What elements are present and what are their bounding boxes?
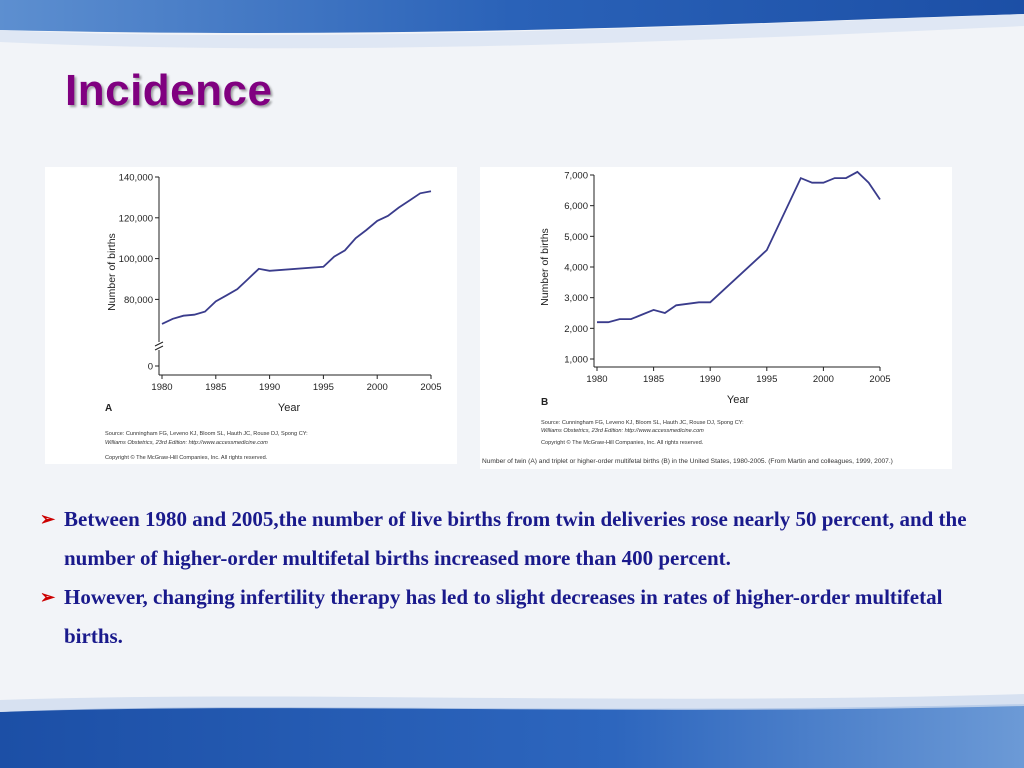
y-tick-label: 6,000 xyxy=(564,201,588,212)
chart-b-copyright: Copyright © The McGraw-Hill Companies, I… xyxy=(541,439,704,446)
y-tick-label: 2,000 xyxy=(564,324,588,335)
chart-a-axes xyxy=(158,177,431,376)
chart-a-series-line xyxy=(161,190,432,325)
y-tick-label: 4,000 xyxy=(564,263,588,274)
x-tick-label: 2005 xyxy=(869,374,890,385)
x-tick-label: 1990 xyxy=(259,382,280,393)
x-tick-label: 2000 xyxy=(813,374,834,385)
y-tick-label: 1,000 xyxy=(564,355,588,366)
chart-panel-a: 1980 1985 1990 1995 2000 2005 0 80,000 100,000 12… xyxy=(45,167,457,464)
x-tick-label: 1995 xyxy=(756,374,777,385)
x-tick-label: 1995 xyxy=(313,382,334,393)
chart-a-xlabel: Year xyxy=(278,402,301,414)
x-tick-label: 1985 xyxy=(643,374,664,385)
y-tick-label: 7,000 xyxy=(564,171,588,182)
chart-b-source-2: Williams Obstetrics, 23rd Edition: http:… xyxy=(541,428,704,434)
chart-b-series-line xyxy=(597,170,881,324)
chart-b-ylabel: Number of births xyxy=(539,228,551,306)
chart-panel-b: 1980 1985 1990 1995 2000 2005 1,000 2,000 3,000 4… xyxy=(480,167,952,469)
y-tick-label: 100,000 xyxy=(119,254,153,265)
axis-break-mark xyxy=(154,341,164,351)
x-tick-label: 1980 xyxy=(151,382,172,393)
y-tick-label: 140,000 xyxy=(119,173,153,184)
y-tick-label: 5,000 xyxy=(564,232,588,243)
slide-title: Incidence xyxy=(65,66,273,115)
x-tick-label: 1980 xyxy=(586,374,607,385)
arrow-bullet-icon: ➢ xyxy=(40,509,56,529)
higher-order-births-chart: 1980 1985 1990 1995 2000 2005 1,000 2,000 3,000 4… xyxy=(482,170,893,466)
chart-b-axes xyxy=(593,175,880,368)
chart-b-panel-label: B xyxy=(541,397,548,408)
arrow-bullet-icon: ➢ xyxy=(40,587,56,607)
chart-b-source-1: Source: Cunningham FG, Leveno KJ, Bloom … xyxy=(541,420,744,426)
x-tick-label: 2000 xyxy=(367,382,388,393)
bullet-text: Between 1980 and 2005,the number of live… xyxy=(64,507,967,570)
bullet-list: ➢ Between 1980 and 2005,the number of li… xyxy=(40,500,1000,656)
chart-a-source-2: Williams Obstetrics, 23rd Edition: http:… xyxy=(105,440,268,446)
y-tick-label: 3,000 xyxy=(564,293,588,304)
chart-b-xlabel: Year xyxy=(727,394,750,406)
y-tick-label: 120,000 xyxy=(119,213,153,224)
bullet-text: However, changing infertility therapy ha… xyxy=(64,585,943,648)
bullet-item: ➢ Between 1980 and 2005,the number of li… xyxy=(40,500,1000,578)
x-tick-label: 2005 xyxy=(420,382,441,393)
twin-births-chart: 1980 1985 1990 1995 2000 2005 0 80,000 100,000 12… xyxy=(105,173,442,462)
x-tick-label: 1990 xyxy=(700,374,721,385)
chart-a-copyright: Copyright © The McGraw-Hill Companies, I… xyxy=(105,454,268,461)
chart-a-ylabel: Number of births xyxy=(106,233,118,311)
bullet-item: ➢ However, changing infertility therapy … xyxy=(40,578,1000,656)
y-tick-label: 80,000 xyxy=(124,295,153,306)
figure-caption: Number of twin (A) and triplet or higher… xyxy=(482,458,893,465)
x-tick-label: 1985 xyxy=(205,382,226,393)
y-tick-label: 0 xyxy=(148,362,153,373)
chart-a-source-1: Source: Cunningham FG, Leveno KJ, Bloom … xyxy=(105,431,308,437)
chart-a-panel-label: A xyxy=(105,403,112,414)
